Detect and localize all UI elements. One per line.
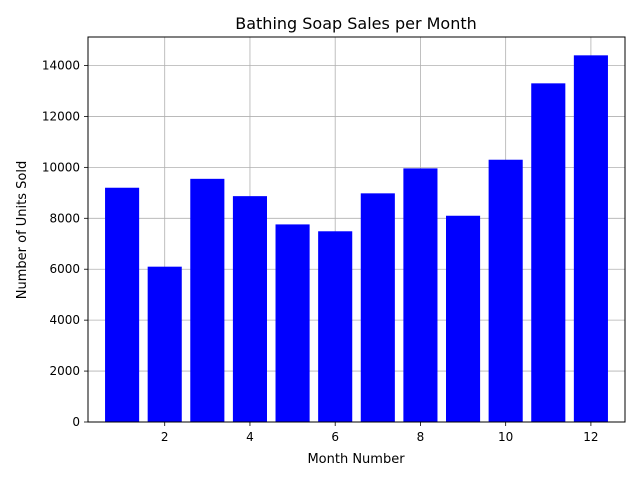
y-tick-label: 4000 — [49, 313, 80, 327]
x-tick-label: 2 — [161, 430, 169, 444]
x-tick-label: 6 — [331, 430, 339, 444]
plot-frame — [87, 36, 626, 423]
x-tick-label: 12 — [583, 430, 598, 444]
chart-title: Bathing Soap Sales per Month — [235, 14, 477, 33]
bar — [573, 55, 608, 422]
y-axis-label: Number of Units Sold — [15, 161, 30, 299]
bar — [275, 224, 310, 422]
ticks: 2 4 6 8 10 12 0 2000 4000 6000 8000 10000 12000 14000 — [42, 59, 599, 444]
bar — [232, 196, 267, 422]
x-tick-label: 4 — [246, 430, 254, 444]
bar — [446, 215, 481, 422]
y-tick-label: 0 — [72, 415, 80, 429]
bar — [531, 83, 566, 422]
x-tick-label: 8 — [417, 430, 425, 444]
bar — [190, 178, 225, 422]
bars — [105, 55, 608, 422]
y-tick-label: 12000 — [42, 109, 80, 123]
x-axis-label: Month Number — [307, 452, 405, 467]
bar — [403, 168, 438, 422]
x-tick-label: 10 — [498, 430, 513, 444]
bar — [488, 159, 523, 422]
y-tick-label: 14000 — [42, 59, 80, 73]
y-tick-label: 10000 — [42, 160, 80, 174]
bar — [105, 187, 140, 422]
bar — [147, 266, 182, 422]
y-tick-label: 8000 — [49, 211, 80, 225]
y-tick-label: 6000 — [49, 262, 80, 276]
bar — [360, 193, 395, 422]
y-tick-label: 2000 — [49, 364, 80, 378]
bar — [318, 231, 353, 422]
